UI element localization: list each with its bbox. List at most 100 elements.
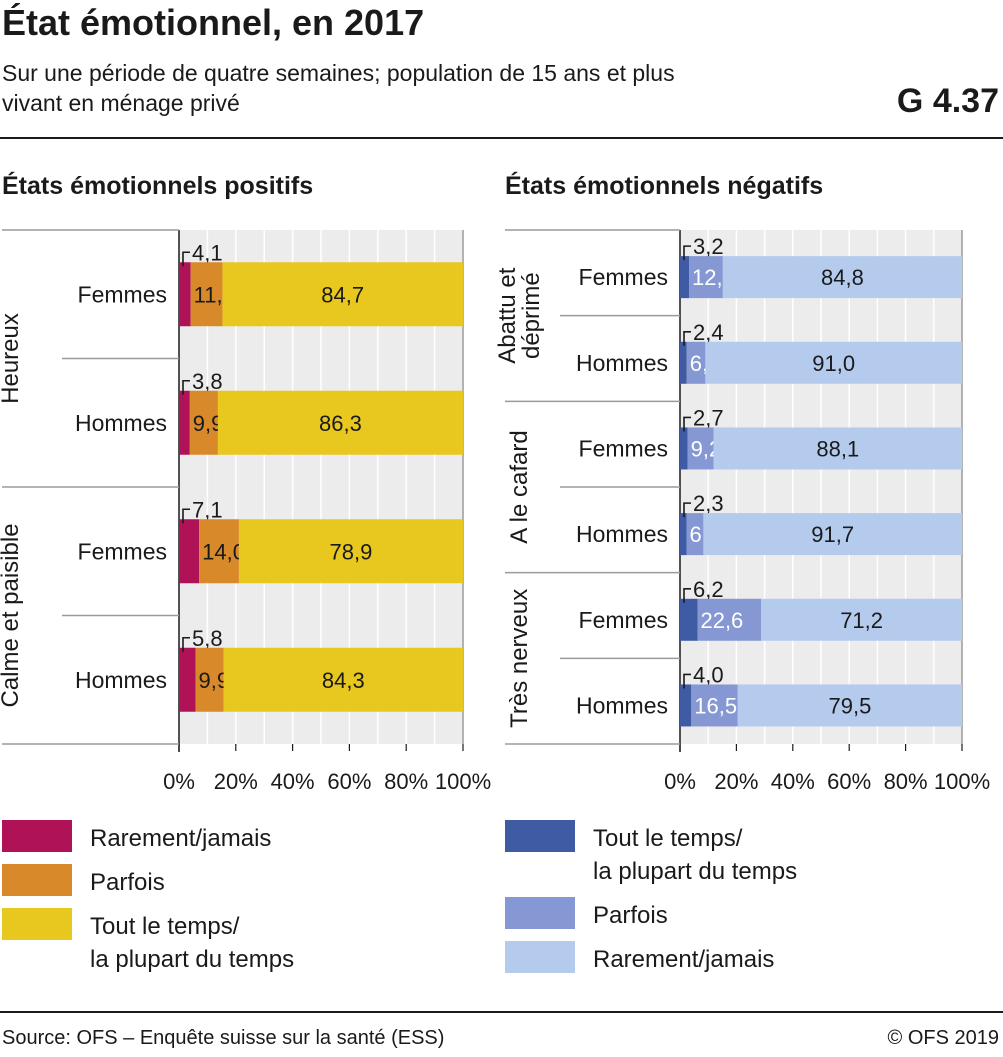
bar-segment bbox=[223, 647, 463, 712]
bar-segment bbox=[705, 341, 962, 384]
x-tick-label: 0% bbox=[664, 769, 696, 794]
legend-negative: Tout le temps/ la plupart du temps Parfo… bbox=[505, 820, 925, 980]
legend-positive: Rarement/jamais Parfois Tout le temps/ l… bbox=[2, 820, 422, 980]
legend-label-line-2: la plupart du temps bbox=[593, 858, 798, 885]
category-label: Femmes bbox=[78, 538, 167, 564]
category-label: Hommes bbox=[576, 350, 668, 376]
x-tick-label: 20% bbox=[714, 769, 758, 794]
data-label: 2,4 bbox=[693, 320, 724, 345]
group-label: A le cafard bbox=[506, 430, 533, 543]
source-note: Source: OFS – Enquête suisse sur la sant… bbox=[2, 1027, 445, 1049]
figure-code: G 4.37 bbox=[896, 82, 999, 120]
data-label: 4,1 bbox=[192, 240, 223, 265]
x-tick-label: 60% bbox=[327, 769, 371, 794]
legend-label-line-1: Tout le temps/ bbox=[90, 913, 240, 940]
data-label: 78,9 bbox=[330, 539, 373, 564]
data-label: 2,7 bbox=[693, 405, 724, 430]
panel-title-negative: États émotionnels négatifs bbox=[505, 172, 824, 200]
legend-label: Rarement/jamais bbox=[593, 946, 775, 973]
bar-segment bbox=[680, 341, 687, 384]
panel-title-positive: États émotionnels positifs bbox=[2, 172, 314, 200]
data-label-leader bbox=[182, 379, 190, 395]
legend-swatch bbox=[505, 941, 575, 973]
category-label: Hommes bbox=[75, 667, 167, 693]
subtitle-line-2: vivant en ménage privé bbox=[2, 90, 240, 116]
data-label-leader bbox=[683, 502, 691, 518]
legend-label: Rarement/jamais bbox=[90, 825, 272, 852]
data-label-leader bbox=[182, 508, 190, 524]
bar-segment bbox=[761, 598, 962, 641]
legend-label: Tout le temps/ la plupart du temps bbox=[90, 910, 294, 976]
bar-segment bbox=[217, 390, 463, 455]
legend-swatch bbox=[2, 908, 72, 940]
data-label: 5,8 bbox=[192, 626, 223, 651]
x-tick-label: 60% bbox=[827, 769, 871, 794]
x-tick-label: 100% bbox=[934, 769, 990, 794]
data-label: 14,0 bbox=[202, 539, 245, 564]
x-tick-label: 100% bbox=[435, 769, 491, 794]
category-label: Femmes bbox=[78, 281, 167, 307]
group-label: Calme et paisible bbox=[0, 523, 24, 707]
bar-segment bbox=[680, 427, 688, 470]
category-label: Femmes bbox=[579, 264, 668, 290]
bar-segment bbox=[713, 427, 962, 470]
data-label: 6,2 bbox=[693, 577, 724, 602]
bar-segment bbox=[686, 513, 704, 556]
legend-swatch bbox=[2, 820, 72, 852]
bar-segment bbox=[179, 647, 196, 712]
legend-label-line-2: la plupart du temps bbox=[90, 946, 295, 973]
data-label-leader bbox=[683, 416, 691, 432]
data-label-leader bbox=[683, 245, 691, 261]
bar-segment bbox=[222, 262, 463, 327]
legend-label: Tout le temps/ la plupart du temps bbox=[593, 822, 797, 888]
data-label: 79,5 bbox=[828, 693, 871, 718]
data-label: 86,3 bbox=[319, 411, 362, 436]
legend-label: Parfois bbox=[90, 869, 165, 896]
data-label: 16,5 bbox=[694, 693, 737, 718]
bar-segment bbox=[691, 684, 738, 727]
legend-label-line-1: Tout le temps/ bbox=[593, 825, 743, 852]
data-label-leader bbox=[182, 251, 190, 267]
chart-title: État émotionnel, en 2017 bbox=[2, 2, 425, 43]
legend-label: Parfois bbox=[593, 902, 668, 929]
data-label: 91,7 bbox=[811, 522, 854, 547]
data-label: 88,1 bbox=[816, 436, 859, 461]
group-label: Heureux bbox=[0, 313, 24, 404]
positive-states-chart: 0% 20% 40% 60% 80% 100% Heureux Calme et paisib… bbox=[0, 229, 491, 794]
category-label: Hommes bbox=[576, 692, 668, 718]
bar-segment bbox=[190, 262, 223, 327]
data-label: 84,7 bbox=[321, 282, 364, 307]
bar-segment bbox=[179, 262, 191, 327]
x-tick-label: 40% bbox=[271, 769, 315, 794]
data-label-leader bbox=[683, 587, 691, 603]
bar-segment bbox=[737, 684, 962, 727]
x-tick-label: 20% bbox=[214, 769, 258, 794]
data-label: 3,8 bbox=[192, 369, 223, 394]
bar-segment bbox=[680, 256, 690, 299]
x-tick-label: 80% bbox=[884, 769, 928, 794]
data-label-leader bbox=[182, 636, 190, 652]
data-label: 71,2 bbox=[840, 608, 883, 633]
category-label: Hommes bbox=[576, 521, 668, 547]
x-tick-label: 80% bbox=[384, 769, 428, 794]
subtitle-line-1: Sur une période de quatre semaines; popu… bbox=[2, 60, 675, 86]
category-label: Femmes bbox=[579, 435, 668, 461]
x-tick-label: 0% bbox=[163, 769, 195, 794]
bar-segment bbox=[680, 513, 687, 556]
bar-segment bbox=[179, 390, 190, 455]
data-label: 3,2 bbox=[693, 234, 724, 259]
header-rule bbox=[0, 137, 1003, 139]
bar-segment bbox=[199, 519, 239, 584]
data-label-leader bbox=[683, 330, 691, 346]
data-label: 4,0 bbox=[693, 662, 724, 687]
data-label: 84,3 bbox=[322, 668, 365, 693]
data-label: 22,6 bbox=[700, 608, 743, 633]
chart-subtitle: Sur une période de quatre semaines; popu… bbox=[2, 58, 822, 118]
bar-segment bbox=[703, 513, 962, 556]
bar-segment bbox=[680, 598, 698, 641]
footer-rule bbox=[0, 1011, 1003, 1013]
legend-swatch bbox=[2, 864, 72, 896]
legend-swatch bbox=[505, 820, 575, 852]
group-label-line-1: Abattu et bbox=[494, 267, 521, 363]
data-label-leader bbox=[683, 673, 691, 689]
